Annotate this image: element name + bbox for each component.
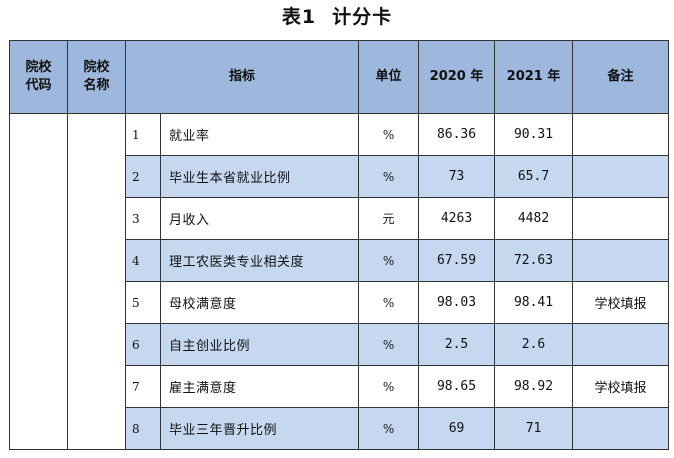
unit-value: %	[358, 323, 420, 366]
table-row: 8 毕业三年晋升比例% 69 71	[10, 407, 670, 450]
table-title-text: 计分卡	[332, 6, 393, 28]
row-number: 8	[125, 407, 161, 450]
row-number: 2	[125, 155, 161, 198]
value-2020: 2.5	[418, 323, 496, 366]
header-note: 备注	[572, 40, 670, 114]
note-value	[572, 155, 670, 198]
value-2020: 69	[418, 407, 496, 450]
table-row: 1 就业率% 86.36 90.31	[9, 113, 670, 450]
indicator-name: 理工农医类专业相关度	[159, 239, 360, 282]
note-value	[572, 239, 670, 282]
row-number: 1	[125, 113, 161, 156]
value-2021: 72.63	[494, 239, 574, 282]
unit-value: %	[358, 281, 420, 324]
table-row: 4 理工农医类专业相关度% 67.59 72.63	[10, 239, 670, 282]
value-2021: 4482	[494, 197, 574, 240]
row-number: 4	[125, 239, 161, 282]
value-2021: 65.7	[494, 155, 574, 198]
note-value	[572, 407, 670, 450]
table-title: 表1 计分卡	[0, 4, 674, 30]
indicator-name: 自主创业比例	[159, 323, 360, 366]
unit-value: %	[358, 407, 420, 450]
note-value	[572, 323, 670, 366]
indicator-name: 毕业三年晋升比例	[159, 407, 360, 450]
header-school-name: 院校 名称	[67, 40, 126, 114]
indicator-name: 就业率	[159, 113, 360, 156]
header-indicator: 指标	[124, 40, 360, 114]
row-number: 5	[125, 281, 161, 324]
unit-value: %	[358, 113, 420, 156]
row-number: 7	[125, 365, 161, 408]
unit-value: %	[358, 239, 420, 282]
unit-value: 元	[358, 197, 420, 240]
table-row: 7 雇主满意度% 98.65 98.92 学校填报	[10, 365, 670, 408]
value-2020: 73	[418, 155, 496, 198]
header-2021: 2021 年	[494, 40, 574, 114]
header-row: 院校 代码 院校 名称 指标 单位 2020 年 2021 年 备注	[9, 40, 670, 114]
unit-value: %	[358, 365, 420, 408]
value-2020: 67.59	[418, 239, 496, 282]
note-value	[572, 113, 670, 156]
note-value: 学校填报	[572, 281, 670, 324]
value-2021: 71	[494, 407, 574, 450]
value-2020: 98.03	[418, 281, 496, 324]
school-name-cell	[67, 113, 126, 450]
table-number: 表1	[281, 6, 317, 28]
indicator-name: 雇主满意度	[159, 365, 360, 408]
row-number: 6	[125, 323, 161, 366]
row-number: 3	[125, 197, 161, 240]
indicator-name: 月收入	[159, 197, 360, 240]
unit-value: %	[358, 155, 420, 198]
value-2021: 98.92	[494, 365, 574, 408]
table-row: 2 毕业生本省就业比例% 73 65.7	[10, 155, 670, 198]
indicator-name: 母校满意度	[159, 281, 360, 324]
indicator-name: 毕业生本省就业比例	[159, 155, 360, 198]
value-2020: 86.36	[418, 113, 496, 156]
value-2021: 98.41	[494, 281, 574, 324]
header-unit: 单位	[358, 40, 420, 114]
value-2020: 98.65	[418, 365, 496, 408]
table-row: 3 月收入元 4263 4482	[10, 197, 670, 240]
school-code-cell	[9, 113, 68, 450]
header-school-code: 院校 代码	[9, 40, 68, 114]
header-2020: 2020 年	[418, 40, 496, 114]
note-value: 学校填报	[572, 365, 670, 408]
value-2020: 4263	[418, 197, 496, 240]
table-row: 6 自主创业比例% 2.5 2.6	[10, 323, 670, 366]
value-2021: 2.6	[494, 323, 574, 366]
value-2021: 90.31	[494, 113, 574, 156]
score-card-table: 院校 代码 院校 名称 指标 单位 2020 年 2021 年 备注 1 就业率% 86…	[9, 40, 670, 450]
note-value	[572, 197, 670, 240]
